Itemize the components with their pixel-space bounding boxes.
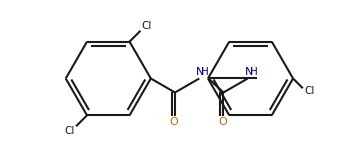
Text: O: O [218,117,227,127]
Text: N: N [245,67,253,77]
Text: N: N [196,67,204,77]
Text: O: O [170,117,178,127]
Text: H: H [250,67,258,77]
Text: Cl: Cl [65,126,75,136]
Text: Cl: Cl [305,86,315,96]
Text: H: H [202,67,209,77]
Text: Cl: Cl [141,21,152,31]
